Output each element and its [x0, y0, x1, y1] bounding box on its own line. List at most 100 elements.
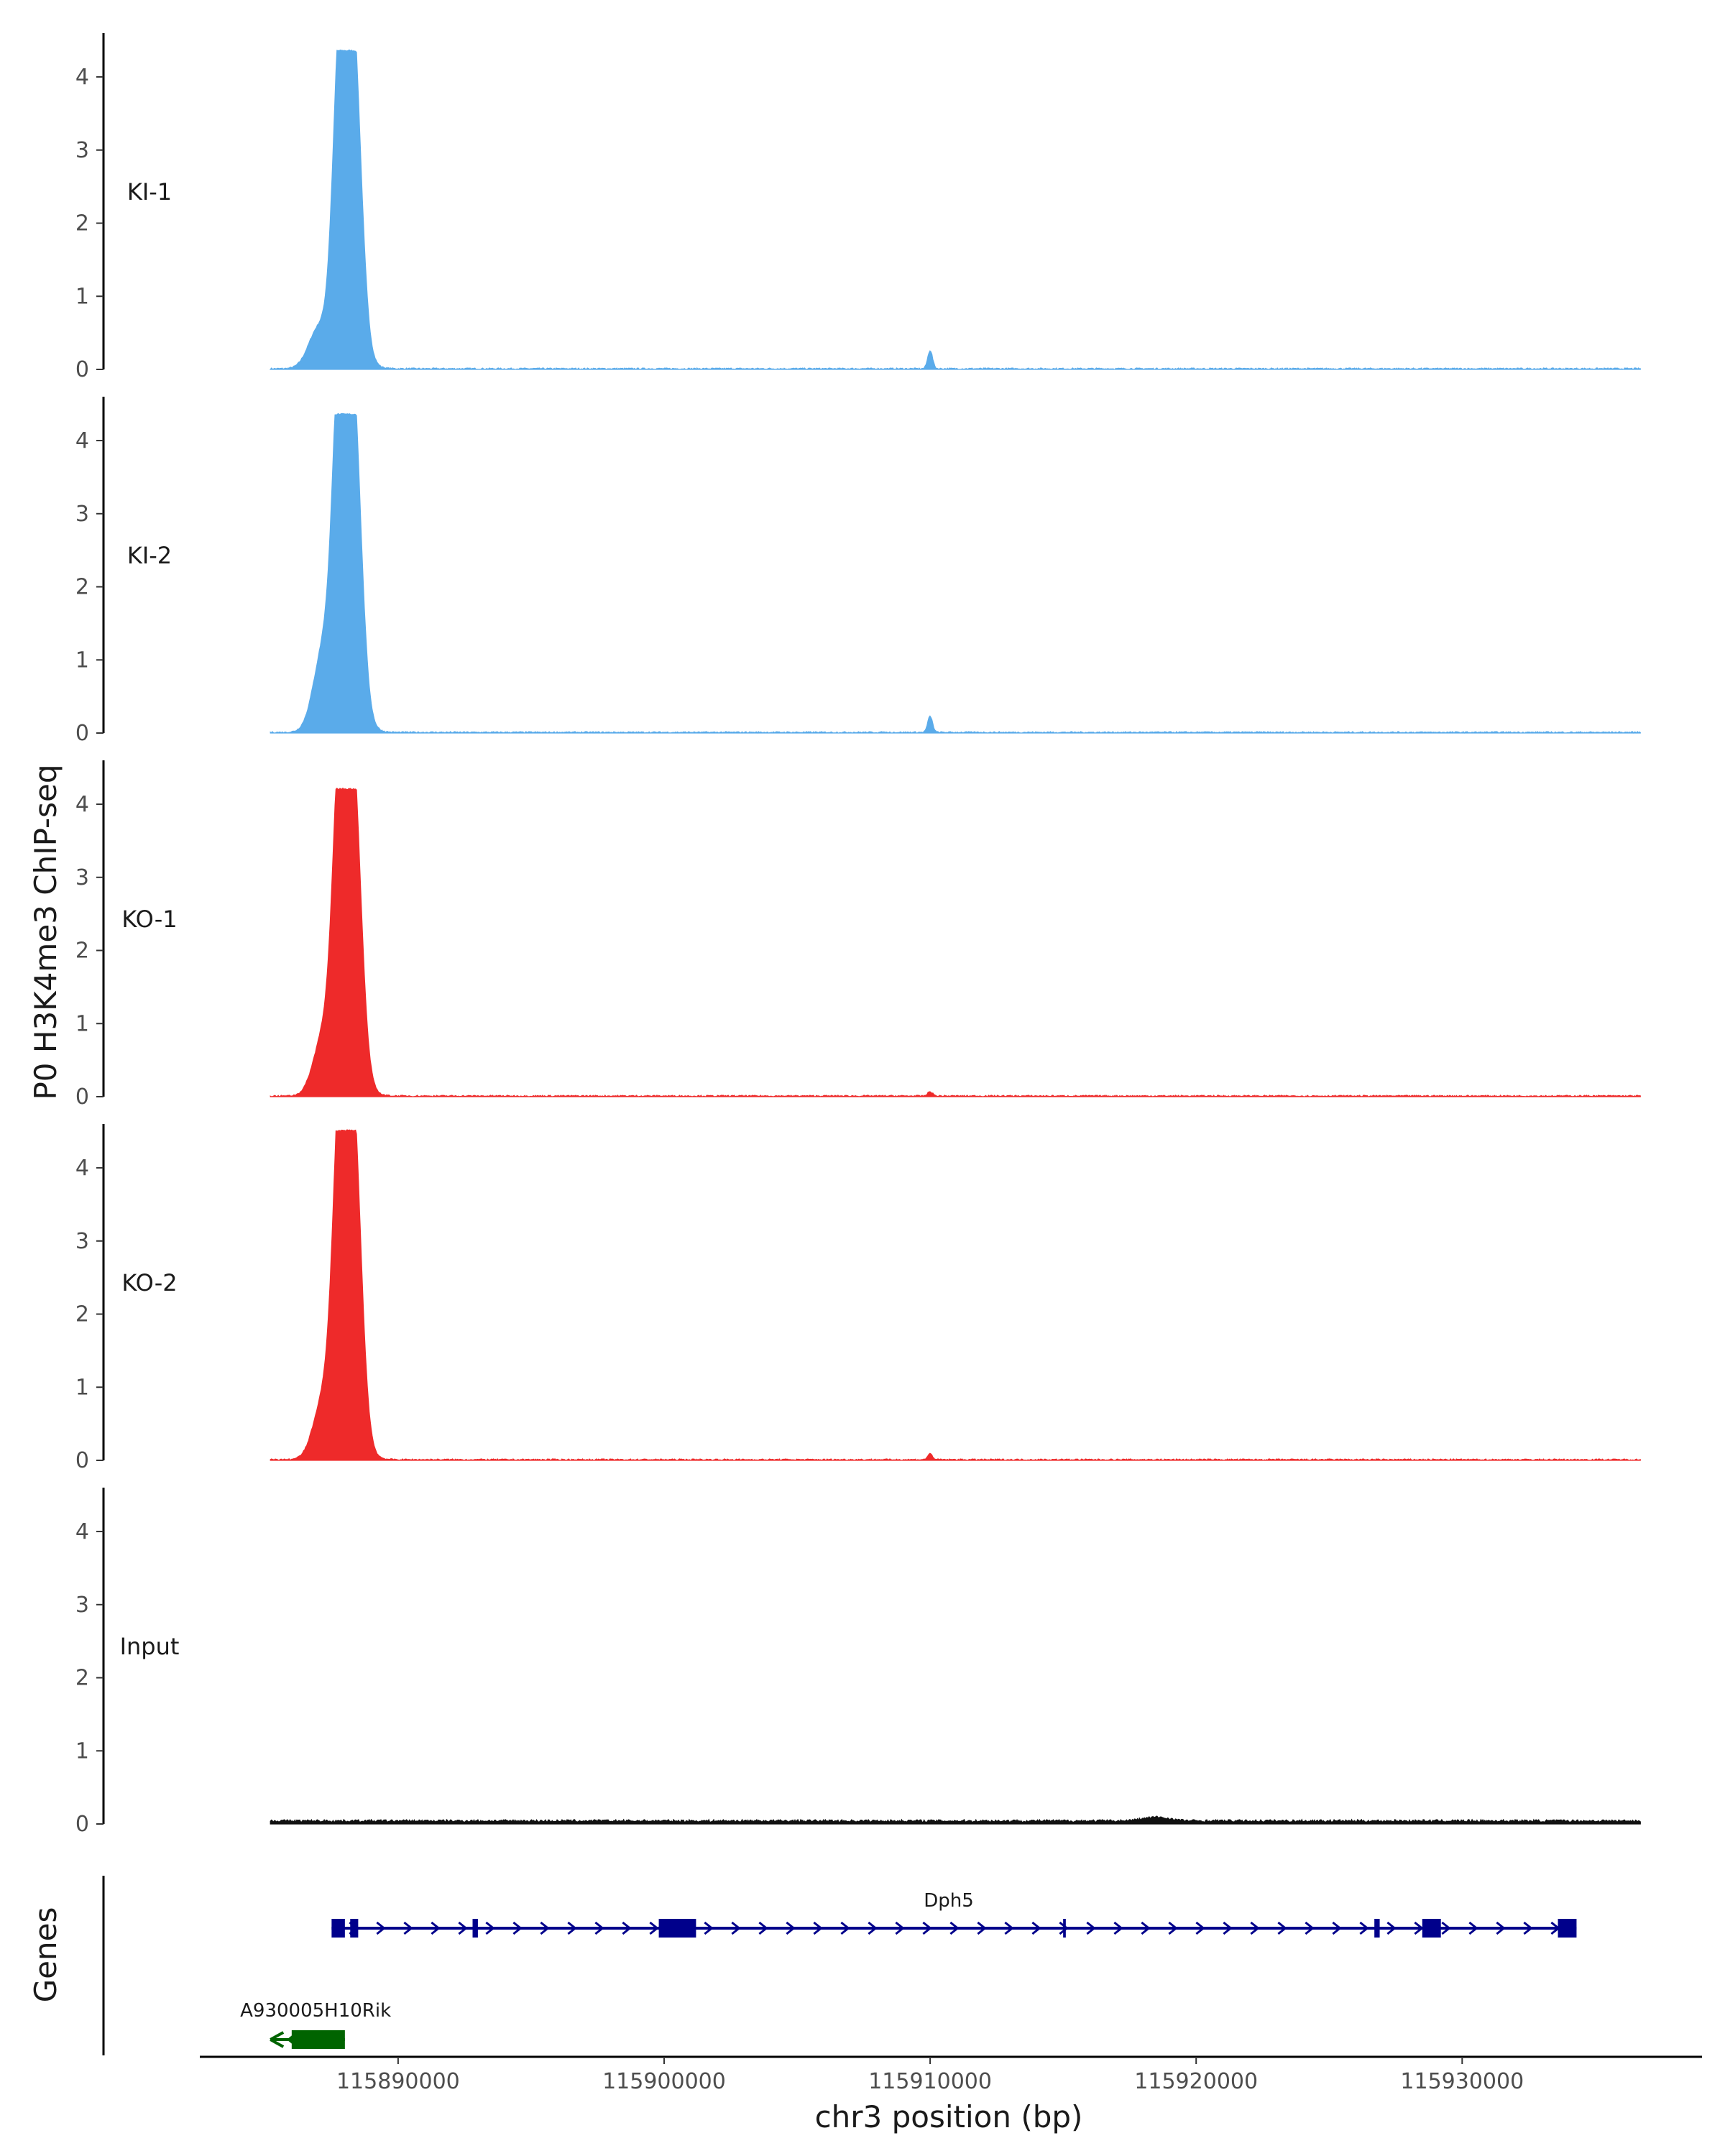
- track-input: 0 1 2 3 4 Input: [75, 1488, 1641, 1837]
- strand-chevron: [895, 1921, 905, 1935]
- gene-a930005h10rik: A930005H10Rik: [240, 2000, 391, 2049]
- y-tick-label: 1: [75, 1375, 89, 1400]
- strand-chevron: [1250, 1921, 1260, 1935]
- y-tick-label: 3: [75, 865, 89, 890]
- y-tick-label: 4: [75, 1156, 89, 1181]
- y-tick-label: 4: [75, 1519, 89, 1544]
- strand-chevron: [1168, 1921, 1178, 1935]
- genes-panel: Dph5 A930005H10Rik: [102, 1876, 1577, 2055]
- strand-chevron: [1223, 1921, 1233, 1935]
- y-tick-label: 2: [75, 211, 89, 236]
- track-label: KI-1: [127, 178, 172, 206]
- strand-chevron: [758, 1921, 768, 1935]
- strand-chevron: [977, 1921, 987, 1935]
- strand-chevron: [949, 1921, 960, 1935]
- strand-chevron: [485, 1921, 495, 1935]
- strand-chevron: [376, 1921, 386, 1935]
- y-tick-label: 3: [75, 1593, 89, 1618]
- strand-chevron: [512, 1921, 523, 1935]
- y-tick-label: 2: [75, 939, 89, 964]
- y-tick-label: 3: [75, 502, 89, 527]
- signal-tracks: 0 1 2 3 4 KI-1 0 1 2 3 4 KI-2 0 1 2 3 4 KO-1 0 1 2 3 4 KO-2 0 1 2 3…: [75, 33, 1641, 1837]
- strand-chevron: [540, 1921, 550, 1935]
- strand-chevron: [731, 1921, 741, 1935]
- track-ki-2: 0 1 2 3 4 KI-2: [75, 397, 1641, 746]
- exon: [291, 2030, 345, 2049]
- strand-arrow: [270, 2031, 285, 2048]
- strand-chevron: [1332, 1921, 1342, 1935]
- x-tick-label: 115930000: [1400, 2069, 1524, 2094]
- y-tick-label: 1: [75, 1738, 89, 1764]
- y-tick-label: 4: [75, 428, 89, 453]
- strand-chevron: [1386, 1921, 1397, 1935]
- x-tick-label: 115910000: [868, 2069, 992, 2094]
- x-tick-label: 115890000: [336, 2069, 460, 2094]
- y-tick-label: 2: [75, 575, 89, 600]
- exon: [1063, 1919, 1066, 1938]
- y-tick-label: 3: [75, 138, 89, 163]
- strand-chevron: [594, 1921, 604, 1935]
- exon: [1422, 1919, 1441, 1938]
- y-tick-label: 4: [75, 65, 89, 90]
- y-tick-label: 0: [75, 1812, 89, 1837]
- strand-chevron: [1059, 1921, 1069, 1935]
- strand-chevron: [567, 1921, 577, 1935]
- y-tick-label: 0: [75, 1084, 89, 1110]
- gene-label: A930005H10Rik: [240, 2000, 391, 2022]
- genes-panel-title: Genes: [28, 1907, 63, 2003]
- exon: [350, 1919, 359, 1938]
- exon: [1374, 1919, 1380, 1938]
- x-tick-label: 115900000: [602, 2069, 726, 2094]
- y-tick-label: 1: [75, 1011, 89, 1036]
- y-tick-label: 4: [75, 792, 89, 817]
- strand-chevron: [431, 1921, 441, 1935]
- strand-chevron: [868, 1921, 878, 1935]
- strand-chevron: [813, 1921, 823, 1935]
- strand-chevron: [622, 1921, 632, 1935]
- strand-chevron: [1031, 1921, 1041, 1935]
- strand-chevron: [1195, 1921, 1205, 1935]
- gene-dph5: Dph5: [331, 1890, 1577, 1938]
- x-tick-label: 115920000: [1134, 2069, 1258, 2094]
- track-ki-1: 0 1 2 3 4 KI-1: [75, 33, 1641, 382]
- track-ko-1: 0 1 2 3 4 KO-1: [75, 760, 1641, 1110]
- track-label: KO-1: [121, 906, 177, 933]
- signal-area: [270, 413, 1641, 734]
- signal-area: [270, 1815, 1641, 1825]
- y-tick-label: 2: [75, 1302, 89, 1327]
- strand-chevron: [1305, 1921, 1315, 1935]
- signal-area: [270, 49, 1641, 371]
- exon: [472, 1919, 478, 1938]
- y-tick-label: 3: [75, 1229, 89, 1254]
- strand-chevron: [1523, 1921, 1533, 1935]
- y-tick-label: 0: [75, 1448, 89, 1473]
- y-tick-label: 0: [75, 721, 89, 746]
- strand-chevron: [1359, 1921, 1369, 1935]
- strand-chevron: [1113, 1921, 1123, 1935]
- gene-label: Dph5: [924, 1890, 974, 1912]
- strand-chevron: [1277, 1921, 1287, 1935]
- y-tick-label: 0: [75, 357, 89, 382]
- exon: [1558, 1919, 1577, 1938]
- strand-chevron: [922, 1921, 932, 1935]
- strand-chevron: [1441, 1921, 1451, 1935]
- strand-chevron: [1468, 1921, 1478, 1935]
- track-label: KO-2: [121, 1269, 177, 1296]
- track-label: Input: [120, 1633, 180, 1660]
- y-tick-label: 1: [75, 284, 89, 309]
- strand-chevron: [1086, 1921, 1096, 1935]
- signal-area: [270, 787, 1641, 1098]
- signal-area: [270, 1129, 1641, 1461]
- strand-chevron: [1141, 1921, 1151, 1935]
- strand-chevron: [1004, 1921, 1014, 1935]
- y-axis-title: P0 H3K4me3 ChIP-seq: [28, 764, 63, 1100]
- strand-chevron: [458, 1921, 468, 1935]
- strand-chevron: [1496, 1921, 1506, 1935]
- strand-chevron: [649, 1921, 659, 1935]
- exon: [331, 1919, 345, 1938]
- x-axis-title: chr3 position (bp): [815, 2099, 1083, 2134]
- strand-chevron: [704, 1921, 714, 1935]
- strand-chevron: [840, 1921, 850, 1935]
- strand-chevron: [786, 1921, 796, 1935]
